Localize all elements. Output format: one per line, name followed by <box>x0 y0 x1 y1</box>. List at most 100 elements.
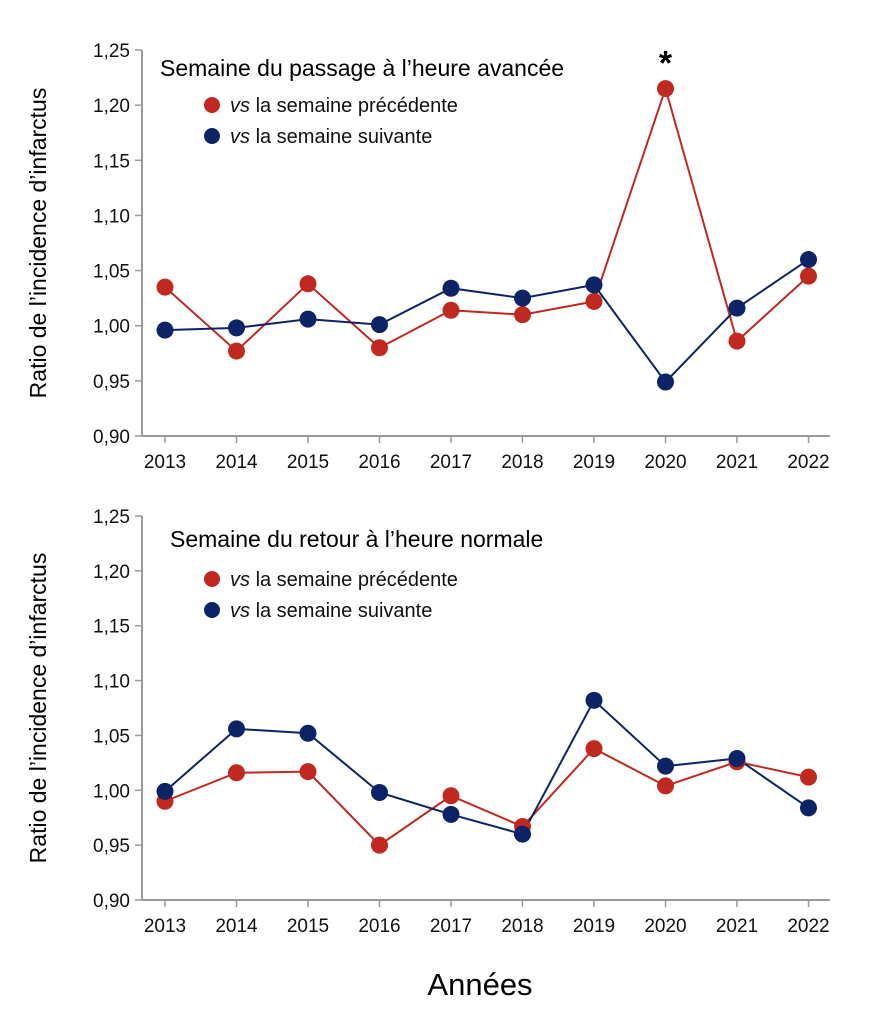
y-tick-label: 1,25 <box>93 41 130 62</box>
series-line-1 <box>164 698 810 836</box>
data-point-0-2017 <box>442 787 460 805</box>
data-point-0-2019 <box>585 292 603 310</box>
y-tick-label: 1,15 <box>93 151 130 172</box>
x-tick-label: 2013 <box>144 452 186 473</box>
data-point-1-2018 <box>514 289 531 307</box>
data-point-0-2014 <box>228 342 245 360</box>
axes: 0,90 0,95 1,00 1,05 1,10 1,15 1,20 1,25 2013 2014… <box>93 507 830 937</box>
legend-em: vs <box>230 95 250 117</box>
y-tick-label: 1,25 <box>93 507 130 528</box>
data-point-1-2014 <box>228 319 245 337</box>
y-axis-label: Ratio de l’incidence d’infarctus <box>25 88 51 399</box>
x-tick-label: 2018 <box>501 916 543 937</box>
data-point-1-2021 <box>728 299 746 317</box>
data-point-1-2021 <box>728 749 746 767</box>
data-point-1-2022 <box>800 799 817 817</box>
data-point-0-2013 <box>156 278 174 296</box>
y-tick-label: 0,90 <box>93 427 130 448</box>
x-tick-label: 2021 <box>716 452 758 473</box>
data-point-1-2020 <box>657 757 674 775</box>
series-line-1 <box>164 258 810 384</box>
chart-dst-autumn: 0,90 0,95 1,00 1,05 1,10 1,15 1,20 1,25 2013 2014… <box>25 507 830 937</box>
data-point-1-2014 <box>228 720 245 738</box>
legend-em: vs <box>230 126 250 148</box>
data-point-1-2017 <box>442 805 460 823</box>
legend-label-suivante: vs la semaine suivante <box>230 126 432 148</box>
y-tick-label: 0,95 <box>93 372 130 393</box>
chart-title: Semaine du passage à l’heure avancée <box>160 55 564 81</box>
x-axis-title: Années <box>427 967 532 1002</box>
data-point-1-2022 <box>800 251 817 269</box>
x-tick-label: 2022 <box>787 452 829 473</box>
legend-em: vs <box>230 600 250 622</box>
legend-marker-blue <box>204 128 220 144</box>
data-point-1-2013 <box>156 782 174 800</box>
data-point-0-2018 <box>514 306 531 324</box>
data-point-1-2017 <box>442 279 460 297</box>
legend-em: vs <box>230 569 250 591</box>
legend-label-precedente: vs la semaine précédente <box>230 569 458 591</box>
data-point-1-2019 <box>585 691 603 709</box>
x-tick-label: 2015 <box>287 452 329 473</box>
y-tick-label: 1,00 <box>93 317 130 338</box>
y-tick-label: 0,95 <box>93 836 130 857</box>
legend-marker-red <box>204 571 220 587</box>
y-tick-label: 0,90 <box>93 891 130 912</box>
data-point-1-2018 <box>514 825 531 843</box>
data-point-1-2013 <box>156 321 174 339</box>
x-tick-label: 2019 <box>573 916 615 937</box>
data-point-0-2016 <box>371 836 388 854</box>
data-point-0-2015 <box>299 275 317 293</box>
legend-text: la semaine suivante <box>256 126 433 148</box>
legend-marker-red <box>204 97 220 113</box>
y-tick-label: 1,20 <box>93 96 130 117</box>
data-point-1-2015 <box>299 724 317 742</box>
data-point-0-2014 <box>228 764 245 782</box>
legend-marker-blue <box>204 602 220 618</box>
x-tick-label: 2016 <box>358 452 400 473</box>
x-tick-label: 2017 <box>430 452 472 473</box>
x-tick-label: 2019 <box>573 452 615 473</box>
data-marks <box>156 691 817 854</box>
y-tick-label: 1,05 <box>93 262 130 283</box>
legend-text: la semaine précédente <box>256 95 458 117</box>
x-tick-label: 2020 <box>644 452 686 473</box>
y-tick-label: 1,10 <box>93 672 130 693</box>
legend-label-precedente: vs la semaine précédente <box>230 95 458 117</box>
x-tick-label: 2014 <box>215 916 258 937</box>
legend-label-suivante: vs la semaine suivante <box>230 600 432 622</box>
x-tick-label: 2022 <box>787 916 829 937</box>
data-point-1-2016 <box>371 783 388 801</box>
data-point-0-2017 <box>442 301 460 319</box>
x-tick-label: 2017 <box>430 916 472 937</box>
legend-text: la semaine précédente <box>256 569 458 591</box>
data-point-0-2022 <box>800 267 817 285</box>
legend: vs la semaine précédente vs la semaine s… <box>204 95 458 148</box>
y-tick-label: 1,20 <box>93 562 130 583</box>
data-point-1-2016 <box>371 316 388 334</box>
x-tick-label: 2018 <box>501 452 543 473</box>
data-point-0-2020 <box>657 777 674 795</box>
data-point-0-2016 <box>371 339 388 357</box>
data-point-1-2019 <box>585 276 603 294</box>
y-tick-label: 1,00 <box>93 781 130 802</box>
legend-text: la semaine suivante <box>256 600 433 622</box>
x-tick-label: 2014 <box>215 452 258 473</box>
x-tick-label: 2020 <box>644 916 686 937</box>
x-tick-label: 2016 <box>358 916 400 937</box>
y-axis-label: Ratio de l’incidence d’infarctus <box>25 553 51 864</box>
data-point-1-2020 <box>657 373 674 391</box>
chart-dst-spring: 0,90 0,95 1,00 1,05 1,10 1,15 1,20 1,25 2013 2014… <box>25 41 830 473</box>
axes: 0,90 0,95 1,00 1,05 1,10 1,15 1,20 1,25 2013 2014… <box>93 41 830 473</box>
x-tick-label: 2021 <box>716 916 758 937</box>
data-point-0-2021 <box>728 332 746 350</box>
legend: vs la semaine précédente vs la semaine s… <box>204 569 458 622</box>
data-point-0-2020 <box>657 80 674 98</box>
y-tick-label: 1,15 <box>93 617 130 638</box>
data-marks <box>156 80 817 391</box>
x-tick-label: 2013 <box>144 916 186 937</box>
series-line-0 <box>164 747 809 847</box>
chart-title: Semaine du retour à l’heure normale <box>170 526 543 552</box>
data-point-0-2015 <box>299 763 317 781</box>
